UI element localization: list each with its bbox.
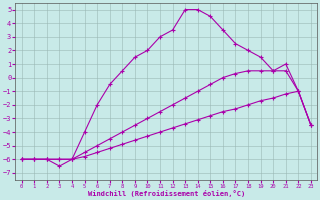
X-axis label: Windchill (Refroidissement éolien,°C): Windchill (Refroidissement éolien,°C): [88, 190, 245, 197]
